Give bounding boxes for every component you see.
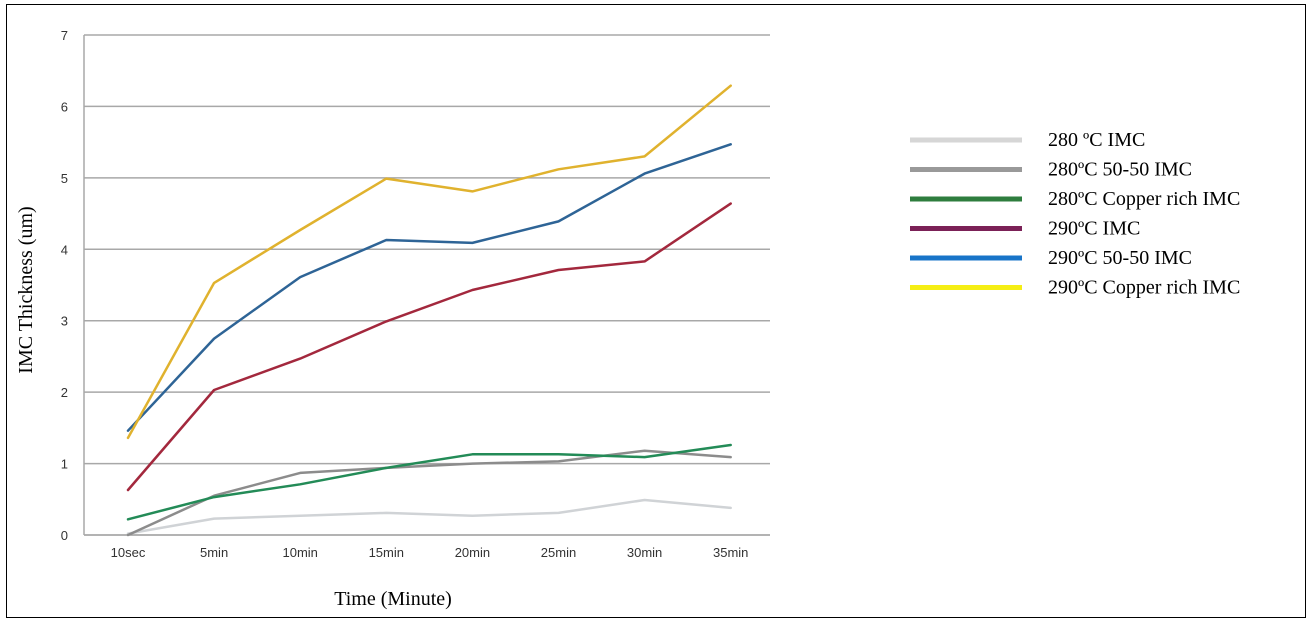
y-tick-label: 7	[61, 28, 68, 43]
x-tick-label: 20min	[455, 545, 490, 560]
legend-label: 290ºC 50-50 IMC	[1048, 247, 1192, 269]
y-tick-label: 1	[61, 457, 68, 472]
y-axis-ticks: 0 1 2 3 4 5 6 7	[61, 28, 68, 543]
legend-label: 280ºC 50-50 IMC	[1048, 159, 1192, 181]
legend-item: 290ºC 50-50 IMC	[910, 247, 1192, 269]
series-line-4	[126, 143, 732, 432]
y-tick-label: 5	[61, 171, 68, 186]
series-line-0	[126, 498, 732, 535]
legend: 280 ºC IMC 280ºC 50-50 IMC 280ºC Copper ri…	[910, 129, 1240, 299]
y-tick-label: 6	[61, 99, 68, 114]
legend-item: 290ºC IMC	[910, 218, 1140, 240]
x-tick-label: 5min	[200, 545, 228, 560]
x-tick-label: 10sec	[111, 545, 146, 560]
x-tick-label: 35min	[713, 545, 748, 560]
series-line-2	[126, 443, 732, 521]
legend-label: 280 ºC IMC	[1048, 129, 1145, 151]
y-tick-label: 3	[61, 314, 68, 329]
legend-label: 290ºC Copper rich IMC	[1048, 277, 1240, 299]
x-axis-ticks: 10sec 5min 10min 15min 20min 25min 30min 35min	[111, 545, 749, 560]
x-tick-label: 10min	[282, 545, 317, 560]
series-lines	[126, 84, 732, 537]
x-tick-label: 15min	[369, 545, 404, 560]
legend-item: 280 ºC IMC	[910, 129, 1145, 151]
series-line-1	[126, 449, 732, 537]
legend-item: 280ºC Copper rich IMC	[910, 188, 1240, 210]
legend-label: 280ºC Copper rich IMC	[1048, 188, 1240, 210]
series-line-5	[126, 84, 732, 440]
legend-item: 290ºC Copper rich IMC	[910, 277, 1240, 299]
y-tick-label: 0	[61, 528, 68, 543]
x-axis-label: Time (Minute)	[334, 588, 452, 610]
legend-item: 280ºC 50-50 IMC	[910, 159, 1192, 181]
gridlines	[83, 34, 770, 536]
y-tick-label: 4	[61, 242, 68, 257]
y-axis-label: IMC Thickness (um)	[15, 206, 37, 373]
x-tick-label: 25min	[541, 545, 576, 560]
x-tick-label: 30min	[627, 545, 662, 560]
y-tick-label: 2	[61, 385, 68, 400]
series-line-3	[126, 202, 732, 492]
legend-label: 290ºC IMC	[1048, 218, 1140, 240]
